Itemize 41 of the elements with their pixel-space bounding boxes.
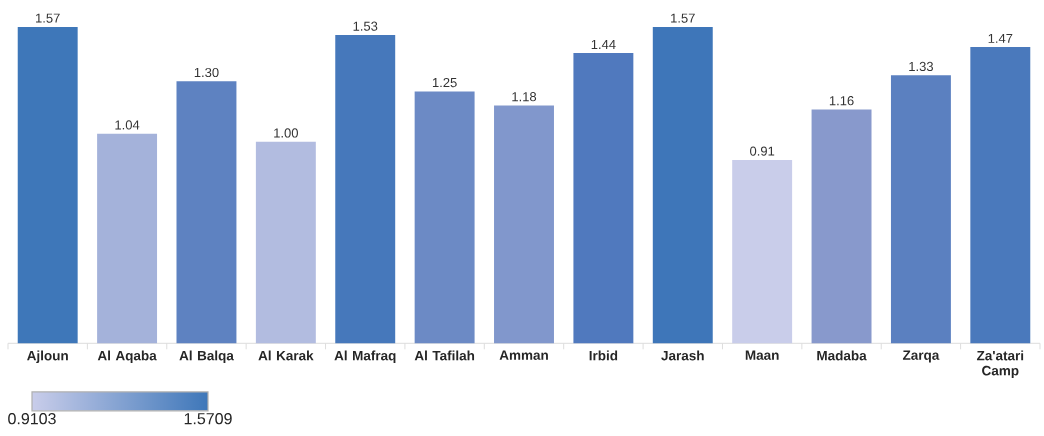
data-label: 1.25 [432,77,457,88]
bar [17,26,78,344]
x-tick-label: Al Mafraq [334,350,396,364]
x-tick-label: Ajloun [27,350,68,364]
bar [970,47,1031,344]
bar [176,81,237,344]
bar [811,109,872,344]
data-label: 1.18 [512,92,537,102]
x-tick-label: Zarqa [902,350,940,363]
x-tick-label: Al Balqa [179,350,234,364]
bar [573,53,634,344]
bar [732,159,793,344]
data-label: 1.00 [274,128,298,138]
color-bar-label: 0.9103 [8,413,56,425]
x-tick-label: Al Aqaba [97,350,157,364]
bar [414,91,475,344]
data-label: 1.57 [36,13,60,23]
x-tick-label: Madaba [817,350,867,361]
x-tick-label: Irbid [589,350,618,361]
color-bar-label: 1.5709 [184,413,232,425]
bar [97,133,158,344]
data-label: 1.57 [671,13,695,23]
data-label: 0.91 [750,146,775,156]
x-tick-label: Al Karak [258,350,314,361]
x-tick-label: Al Tafilah [414,350,475,361]
data-label: 1.44 [591,39,616,49]
x-tick-label: Za'atari Camp [976,350,1024,379]
x-tick-label: Maan [745,350,779,360]
data-label: 1.53 [353,21,378,31]
data-label: 1.16 [829,96,854,106]
bar [494,105,554,344]
data-label: 1.33 [909,61,933,72]
bar [652,26,713,344]
x-tick-label: Amman [499,350,548,360]
data-label: 1.04 [115,120,140,130]
bar [255,141,316,344]
bar [335,34,396,344]
bar [890,75,951,344]
data-label: 1.30 [194,67,219,78]
x-tick-label: Jarash [661,350,704,361]
data-label: 1.47 [988,33,1013,43]
